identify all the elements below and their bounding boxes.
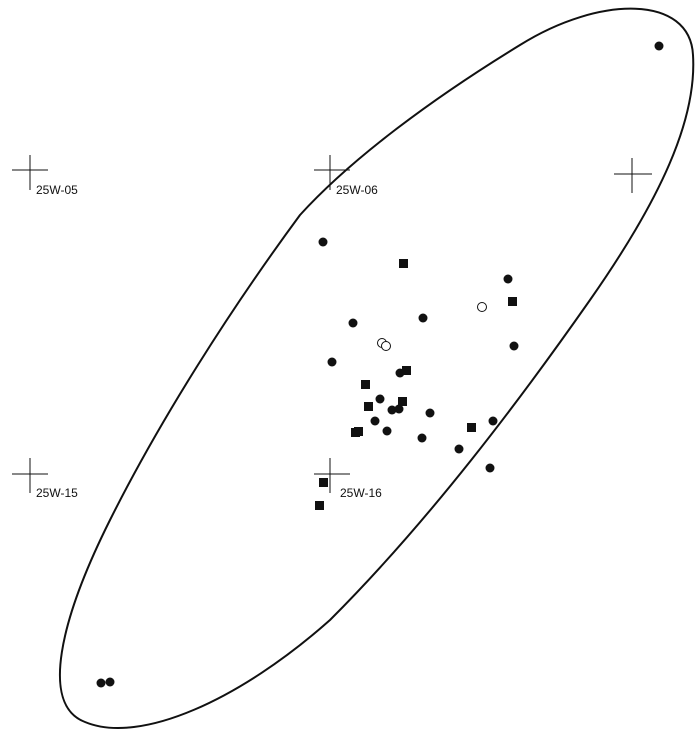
circle-marker (454, 444, 464, 454)
circle-marker (417, 433, 427, 443)
square-marker (319, 478, 328, 487)
square-marker (315, 501, 324, 510)
square-marker (402, 366, 411, 375)
circle-marker (327, 357, 337, 367)
circle-marker (387, 405, 397, 415)
square-markers (315, 259, 517, 510)
grid-label-25w-15: 25W-15 (36, 486, 78, 500)
grid-cross-25w-16: 25W-16 (314, 458, 382, 500)
filled-circle-markers (96, 41, 664, 688)
open-circle-markers (377, 302, 487, 351)
circle-marker (375, 394, 385, 404)
grid-label-25w-06: 25W-06 (336, 183, 378, 197)
square-marker (467, 423, 476, 432)
grid-label-25w-16: 25W-16 (340, 486, 382, 500)
circle-marker (348, 318, 358, 328)
grid-label-25w-05: 25W-05 (36, 183, 78, 197)
circle-marker (370, 416, 380, 426)
circle-marker (503, 274, 513, 284)
square-marker (361, 380, 370, 389)
open-circle-marker (477, 302, 487, 312)
circle-marker (105, 677, 115, 687)
square-marker (364, 402, 373, 411)
open-circle-marker (381, 341, 391, 351)
square-marker (354, 427, 363, 436)
grid-cross-unlabeled (614, 158, 652, 193)
circle-marker (96, 678, 106, 688)
enclosing-ellipse (58, 7, 695, 729)
grid-cross-25w-06: 25W-06 (314, 155, 378, 197)
circle-marker (318, 237, 328, 247)
circle-marker (485, 463, 495, 473)
square-marker (399, 259, 408, 268)
circle-marker (654, 41, 664, 51)
circle-marker (488, 416, 498, 426)
grid-cross-25w-05: 25W-05 (12, 155, 78, 197)
circle-marker (425, 408, 435, 418)
circle-marker (382, 426, 392, 436)
square-marker (398, 397, 407, 406)
circle-marker (509, 341, 519, 351)
circle-marker (418, 313, 428, 323)
circle-marker (394, 404, 404, 414)
square-marker (508, 297, 517, 306)
grid-cross-25w-15: 25W-15 (12, 458, 78, 500)
